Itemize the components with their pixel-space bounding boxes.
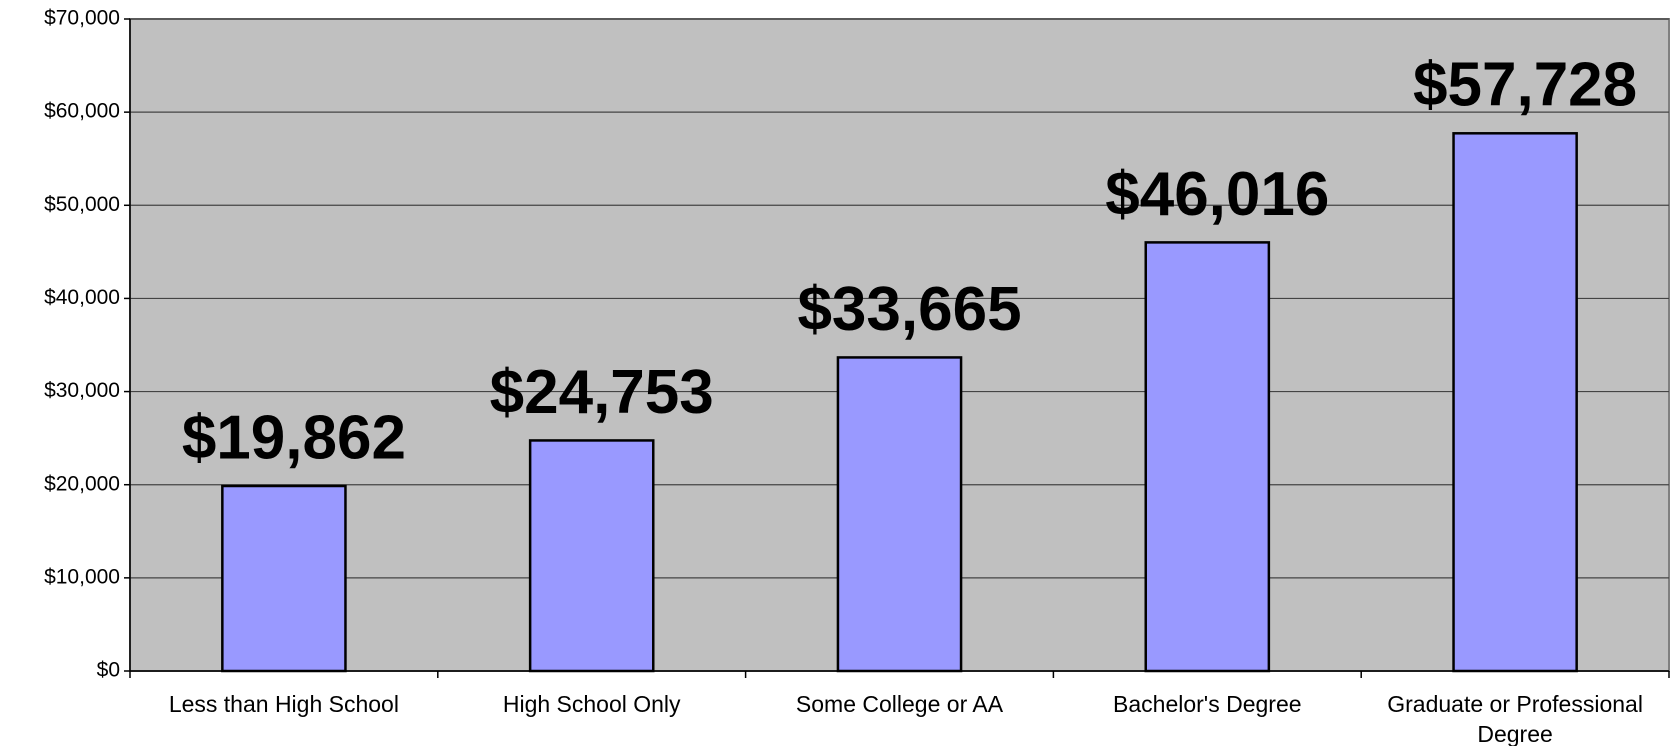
y-tick-label: $30,000 — [44, 379, 120, 402]
bar — [528, 439, 655, 673]
y-tick-label: $40,000 — [44, 286, 120, 309]
value-label: $57,728 — [1413, 51, 1637, 120]
bar — [221, 484, 347, 673]
bar — [1144, 241, 1271, 673]
bar — [836, 356, 963, 673]
y-tick-label: $10,000 — [44, 565, 120, 588]
value-label: $24,753 — [490, 358, 714, 427]
y-tick-label: $0 — [97, 659, 120, 682]
y-tick-label: $50,000 — [44, 193, 120, 216]
value-label: $33,665 — [797, 275, 1021, 344]
y-tick-label: $20,000 — [44, 472, 120, 495]
x-tick-label: Some College or AA — [795, 691, 1004, 717]
y-tick-label: $60,000 — [44, 100, 120, 123]
y-tick-label: $70,000 — [44, 7, 120, 30]
x-tick-label: Less than High School — [168, 691, 399, 717]
x-tick-label: Bachelor's Degree — [1113, 691, 1302, 717]
value-label: $19,862 — [182, 403, 406, 472]
bar — [1452, 132, 1578, 673]
x-tick-label: Graduate or Professional Degree — [1387, 691, 1643, 746]
value-label: $46,016 — [1105, 160, 1329, 229]
x-tick-label: High School Only — [502, 691, 681, 717]
